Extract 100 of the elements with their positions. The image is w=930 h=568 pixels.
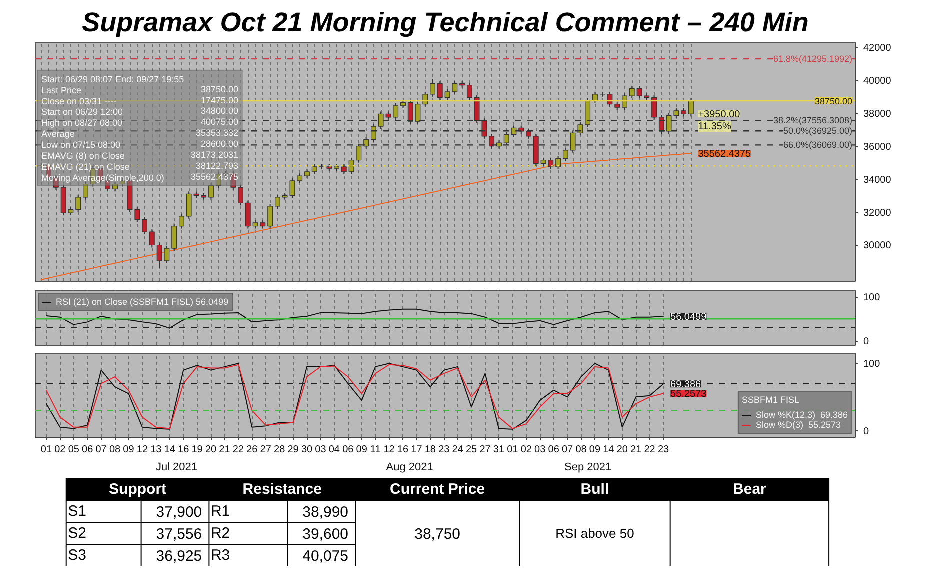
candlestick	[422, 91, 428, 108]
annotation: 38173.2031	[190, 150, 239, 160]
x-tick-label: 23	[658, 444, 670, 456]
x-tick-label: 12	[384, 444, 396, 456]
chart-title: Supramax Oct 21 Morning Technical Comment – 240 Min	[82, 8, 809, 38]
x-tick-label: 09	[356, 444, 368, 456]
candlestick	[430, 78, 436, 98]
text: Sep 2021	[564, 462, 612, 474]
text: 38,750	[414, 526, 461, 543]
x-tick-label: 02	[520, 444, 532, 456]
y-tick-label: 38000	[864, 108, 892, 120]
x-tick-label: 24	[452, 444, 464, 456]
candlestick	[268, 204, 274, 230]
y-tick-label: 30000	[864, 240, 892, 252]
x-tick-label: 31	[493, 444, 505, 456]
text: Bull	[580, 481, 610, 498]
candlestick	[172, 223, 178, 252]
x-tick-label: 29	[288, 444, 300, 456]
text: 39,600	[302, 526, 349, 543]
candlestick	[466, 82, 472, 101]
annotation: Low on 07/15 08:00	[42, 140, 121, 150]
candlestick	[622, 93, 628, 111]
ref-line-label: 38750.00	[814, 96, 853, 107]
text: R3	[210, 547, 230, 564]
candlestick	[142, 216, 148, 236]
x-tick-label: 06	[548, 444, 560, 456]
text: Aug 2021	[386, 462, 434, 474]
x-tick-label: 26	[246, 444, 258, 456]
y-tick-label: 36000	[864, 142, 892, 153]
x-tick-label: 21	[630, 444, 642, 456]
annotation: Start on 06/29 12:00	[42, 107, 124, 118]
candlestick	[274, 194, 280, 210]
text: Support	[109, 481, 167, 498]
annotation: High on 08/27 08:00	[42, 118, 123, 128]
candlestick	[208, 182, 214, 200]
x-tick-label: 21	[219, 444, 231, 456]
x-tick-label: 27	[260, 444, 272, 456]
text: R2	[210, 525, 230, 542]
y-tick-label: 100	[864, 292, 881, 304]
candlestick	[592, 91, 598, 104]
candlestick	[348, 157, 354, 175]
text: Resistance	[242, 481, 322, 498]
y-tick-label: 32000	[864, 208, 892, 219]
ref-line-label: 50.0%(36925.00)	[783, 126, 853, 136]
legend-label: Slow %D(3) 55.2573	[756, 420, 841, 430]
y-tick-label: 0	[864, 336, 870, 348]
candlestick	[76, 194, 82, 213]
x-tick-label: 12	[136, 444, 148, 456]
candlestick	[629, 86, 635, 100]
x-tick-label: 05	[68, 444, 80, 456]
candlestick	[562, 147, 568, 162]
annotation: 28600.00	[200, 139, 239, 150]
x-tick-label: 25	[466, 444, 478, 456]
candlestick	[112, 181, 118, 192]
annotation: EMAVG (8) on Close	[42, 151, 125, 162]
text: 36,925	[156, 548, 202, 565]
x-tick-label: 20	[616, 444, 628, 456]
candlestick	[548, 157, 554, 170]
x-tick-label: 06	[342, 444, 354, 456]
x-tick-label: 02	[54, 444, 66, 456]
legend-label: Slow %K(12,3) 69.386	[756, 410, 848, 420]
annotation: EMAVG (21) on Close	[42, 162, 130, 172]
annotation: Close on 03/31 ----	[42, 96, 117, 106]
text: S2	[68, 525, 86, 542]
x-tick-label: 11	[370, 444, 382, 456]
candlestick	[452, 80, 458, 95]
candlestick	[179, 213, 184, 230]
candlestick	[636, 86, 642, 100]
line-series	[40, 153, 692, 280]
y-tick-label: 40000	[864, 76, 892, 87]
text: 37,556	[156, 526, 202, 543]
x-tick-label: 06	[82, 444, 94, 456]
annotation: 17475.00	[200, 95, 239, 106]
x-tick-label: 28	[274, 444, 286, 456]
x-tick-label: 22	[232, 444, 244, 456]
candlestick	[297, 173, 303, 184]
x-tick-label: 16	[397, 444, 409, 456]
x-tick-label: 19	[192, 444, 204, 456]
data-label: 69.386	[670, 380, 702, 391]
candlestick	[444, 88, 450, 101]
x-tick-label: 14	[603, 444, 615, 456]
ref-line-label: 61.8%(41295.1992)	[773, 54, 853, 64]
x-tick-label: 14	[164, 444, 176, 456]
candlestick	[600, 91, 606, 98]
text: Bear	[733, 481, 767, 498]
text: R1	[210, 503, 230, 520]
x-tick-label: 01	[507, 444, 519, 456]
annotation: Last Price	[42, 85, 82, 96]
line-series	[46, 308, 664, 329]
annotation: 40075.00	[200, 117, 239, 128]
annotation: +3950.00	[698, 110, 741, 121]
text: Jul 2021	[156, 462, 198, 474]
x-tick-label: 01	[40, 444, 52, 456]
annotation: Average	[42, 129, 75, 140]
x-tick-label: 30	[301, 444, 314, 456]
annotation: Start: 06/29 08:07 End: 09/27 19:55	[42, 74, 184, 84]
x-tick-label: 23	[438, 444, 450, 456]
y-tick-label: 42000	[864, 42, 892, 54]
candlestick	[652, 94, 657, 120]
x-tick-label: 08	[109, 444, 122, 456]
